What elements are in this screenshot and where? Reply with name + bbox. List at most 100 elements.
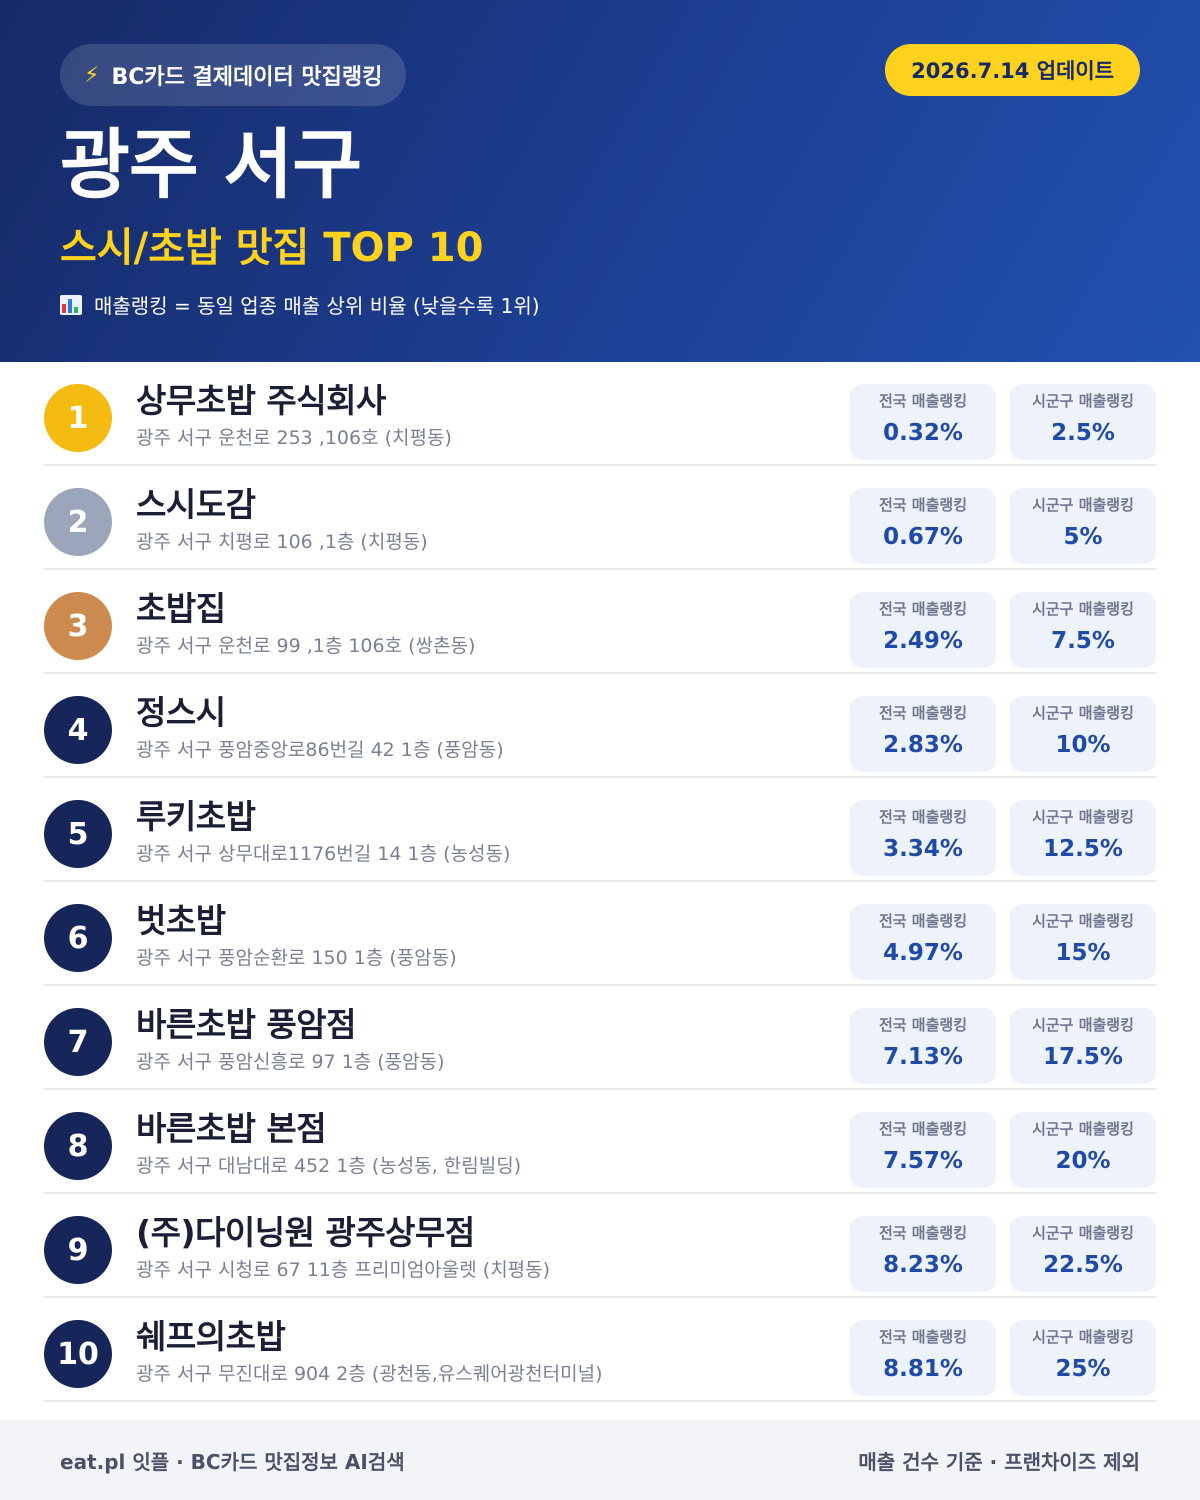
national-rank-value: 0.67% [883,524,963,550]
local-rank-box: 시군구 매출랭킹 15% [1010,904,1156,980]
restaurant-name[interactable]: 바른초밥 본점 [136,1109,327,1148]
restaurant-name[interactable]: 스시도감 [136,485,256,524]
local-rank-value: 7.5% [1051,628,1115,654]
local-rank-value: 25% [1055,1356,1111,1382]
local-rank-label: 시군구 매출랭킹 [1032,1120,1134,1138]
national-rank-value: 2.83% [883,732,963,758]
restaurant-address: 광주 서구 무진대로 904 2층 (광천동,유스퀘어광천터미널) [136,1363,603,1385]
restaurant-name[interactable]: 정스시 [136,693,226,732]
rank-badge: 2 [44,488,112,556]
local-rank-value: 15% [1055,940,1111,966]
restaurant-address: 광주 서구 풍암신흥로 97 1층 (풍암동) [136,1051,445,1073]
header-banner: ⚡ BC카드 결제데이터 맛집랭킹 2026.7.14 업데이트 광주 서구 스… [0,0,1200,362]
national-rank-value: 3.34% [883,836,963,862]
national-rank-label: 전국 매출랭킹 [878,808,968,826]
brand-label: BC카드 결제데이터 맛집랭킹 [111,65,383,90]
local-rank-label: 시군구 매출랭킹 [1032,1224,1134,1242]
restaurant-address: 광주 서구 풍암순환로 150 1층 (풍암동) [136,947,457,969]
restaurant-name[interactable]: 바른초밥 풍암점 [136,1005,357,1044]
local-rank-label: 시군구 매출랭킹 [1032,1016,1134,1034]
restaurant-address: 광주 서구 운천로 253 ,106호 (치평동) [136,427,452,449]
list-item[interactable]: 9 (주)다이닝원 광주상무점 광주 서구 시청로 67 11층 프리미엄아울렛 (… [44,1194,1156,1298]
footer-source: eat.pl 잇플 · BC카드 맛집정보 AI검색 [60,1449,405,1474]
rank-badge: 10 [44,1320,112,1388]
local-rank-label: 시군구 매출랭킹 [1032,808,1134,826]
page-title: 광주 서구 [60,120,362,209]
bar-chart-icon [60,294,82,315]
national-rank-value: 2.49% [883,628,963,654]
national-rank-value: 4.97% [883,940,963,966]
restaurant-address: 광주 서구 상무대로1176번길 14 1층 (농성동) [136,843,511,865]
restaurant-name[interactable]: (주)다이닝원 광주상무점 [136,1213,475,1252]
national-rank-value: 8.81% [883,1356,963,1382]
national-rank-label: 전국 매출랭킹 [878,600,968,618]
restaurant-address: 광주 서구 운천로 99 ,1층 106호 (쌍촌동) [136,635,476,657]
restaurant-address: 광주 서구 치평로 106 ,1층 (치평동) [136,531,428,553]
national-rank-label: 전국 매출랭킹 [878,1224,968,1242]
national-rank-label: 전국 매출랭킹 [878,1016,968,1034]
local-rank-label: 시군구 매출랭킹 [1032,704,1134,722]
list-item[interactable]: 1 상무초밥 주식회사 광주 서구 운천로 253 ,106호 (치평동) 전국 매출… [44,362,1156,466]
national-rank-label: 전국 매출랭킹 [878,392,968,410]
national-rank-box: 전국 매출랭킹 4.97% [850,904,996,980]
page-subtitle: 스시/초밥 맛집 TOP 10 [60,225,484,271]
local-rank-value: 5% [1063,524,1103,550]
local-rank-box: 시군구 매출랭킹 20% [1010,1112,1156,1188]
national-rank-box: 전국 매출랭킹 8.23% [850,1216,996,1292]
restaurant-name[interactable]: 초밥집 [136,589,226,628]
national-rank-box: 전국 매출랭킹 7.57% [850,1112,996,1188]
national-rank-box: 전국 매출랭킹 8.81% [850,1320,996,1396]
list-item[interactable]: 4 정스시 광주 서구 풍암중앙로86번길 42 1층 (풍암동) 전국 매출랭킹 2.… [44,674,1156,778]
national-rank-value: 8.23% [883,1252,963,1278]
local-rank-value: 12.5% [1043,836,1123,862]
footer-criteria: 매출 건수 기준 · 프랜차이즈 제외 [858,1449,1140,1474]
rank-badge: 3 [44,592,112,660]
restaurant-list: 1 상무초밥 주식회사 광주 서구 운천로 253 ,106호 (치평동) 전국 매출… [0,362,1200,1402]
national-rank-box: 전국 매출랭킹 0.32% [850,384,996,460]
local-rank-value: 10% [1055,732,1111,758]
local-rank-box: 시군구 매출랭킹 17.5% [1010,1008,1156,1084]
restaurant-info: 정스시 광주 서구 풍암중앙로86번길 42 1층 (풍암동) [136,692,504,762]
list-item[interactable]: 8 바른초밥 본점 광주 서구 대남대로 452 1층 (농성동, 한림빌딩) 전국 … [44,1090,1156,1194]
national-rank-box: 전국 매출랭킹 0.67% [850,488,996,564]
local-rank-label: 시군구 매출랭킹 [1032,912,1134,930]
national-rank-box: 전국 매출랭킹 2.49% [850,592,996,668]
national-rank-label: 전국 매출랭킹 [878,496,968,514]
brand-badge: ⚡ BC카드 결제데이터 맛집랭킹 [60,44,407,106]
local-rank-box: 시군구 매출랭킹 25% [1010,1320,1156,1396]
national-rank-box: 전국 매출랭킹 3.34% [850,800,996,876]
update-badge: 2026.7.14 업데이트 [885,44,1140,96]
rank-badge: 5 [44,800,112,868]
national-rank-box: 전국 매출랭킹 2.83% [850,696,996,772]
restaurant-name[interactable]: 쉐프의초밥 [136,1317,286,1356]
local-rank-box: 시군구 매출랭킹 5% [1010,488,1156,564]
restaurant-name[interactable]: 상무초밥 주식회사 [136,381,386,420]
local-rank-label: 시군구 매출랭킹 [1032,600,1134,618]
local-rank-label: 시군구 매출랭킹 [1032,392,1134,410]
bolt-icon: ⚡ [84,62,100,88]
local-rank-label: 시군구 매출랭킹 [1032,1328,1134,1346]
restaurant-name[interactable]: 벗초밥 [136,901,226,940]
national-rank-label: 전국 매출랭킹 [878,704,968,722]
national-rank-box: 전국 매출랭킹 7.13% [850,1008,996,1084]
restaurant-address: 광주 서구 대남대로 452 1층 (농성동, 한림빌딩) [136,1155,522,1177]
list-item[interactable]: 7 바른초밥 풍암점 광주 서구 풍암신흥로 97 1층 (풍암동) 전국 매출랭킹 7… [44,986,1156,1090]
rank-badge: 6 [44,904,112,972]
local-rank-box: 시군구 매출랭킹 12.5% [1010,800,1156,876]
local-rank-box: 시군구 매출랭킹 2.5% [1010,384,1156,460]
rank-badge: 9 [44,1216,112,1284]
restaurant-name[interactable]: 루키초밥 [136,797,256,836]
ranking-note: 매출랭킹 = 동일 업종 매출 상위 비율 (낮을수록 1위) [60,290,1140,319]
local-rank-value: 2.5% [1051,420,1115,446]
